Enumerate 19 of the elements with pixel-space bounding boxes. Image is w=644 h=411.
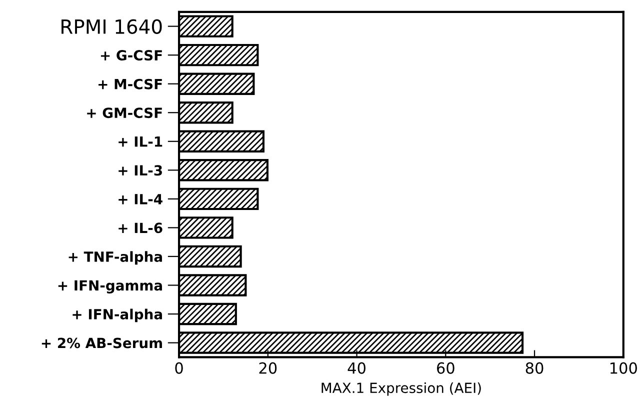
x-tick-label: 0 (175, 362, 183, 374)
y-tick-label: + M-CSF (98, 78, 162, 90)
y-tick-label: + IL-1 (118, 136, 162, 147)
x-tick-label: 20 (259, 362, 277, 374)
y-tick-label: + IFN-alpha (72, 308, 162, 322)
y-tick-label: + IL-3 (118, 165, 162, 176)
x-axis-title: MAX.1 Expression (AEI) (322, 382, 481, 396)
y-tick-label: + TNF-alpha (68, 251, 162, 265)
x-tick-label: 80 (526, 362, 544, 374)
y-tick-label: + G-CSF (100, 50, 162, 61)
x-tick-label: 40 (348, 362, 366, 374)
x-tick-label: 60 (436, 362, 454, 374)
y-tick-label: + IL-6 (118, 222, 162, 234)
y-tick-label: + IFN-gamma (58, 280, 162, 294)
y-tick-label: + IL-4 (118, 194, 162, 204)
y-tick-label: + GM-CSF (87, 108, 162, 118)
x-tick-label: 100 (610, 362, 637, 374)
y-tick-label: + 2% AB-Serum (42, 338, 162, 348)
y-tick-label: RPMI 1640 (62, 19, 162, 34)
